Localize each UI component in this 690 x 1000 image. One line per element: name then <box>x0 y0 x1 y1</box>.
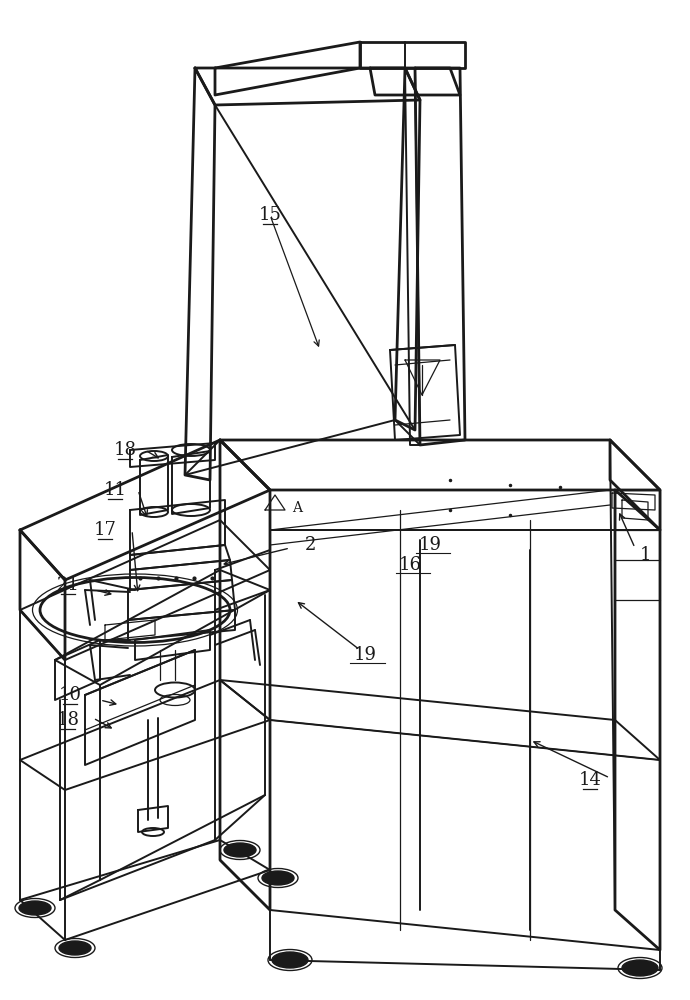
Text: 21: 21 <box>57 576 79 594</box>
Text: 19: 19 <box>419 536 442 554</box>
Ellipse shape <box>224 843 256 857</box>
Text: 14: 14 <box>578 771 602 789</box>
Text: 19: 19 <box>353 646 377 664</box>
Ellipse shape <box>59 941 91 955</box>
Text: 15: 15 <box>259 206 282 224</box>
Ellipse shape <box>272 952 308 968</box>
Text: 18: 18 <box>57 711 79 729</box>
Text: 1: 1 <box>639 546 651 564</box>
Text: 16: 16 <box>399 556 422 574</box>
Text: 2: 2 <box>304 536 316 554</box>
Text: 18: 18 <box>113 441 137 459</box>
Ellipse shape <box>622 960 658 976</box>
Text: 17: 17 <box>94 521 117 539</box>
Ellipse shape <box>262 871 294 885</box>
Text: 11: 11 <box>104 481 126 499</box>
Ellipse shape <box>19 901 51 915</box>
Text: A: A <box>292 501 302 515</box>
Text: 10: 10 <box>59 686 81 704</box>
